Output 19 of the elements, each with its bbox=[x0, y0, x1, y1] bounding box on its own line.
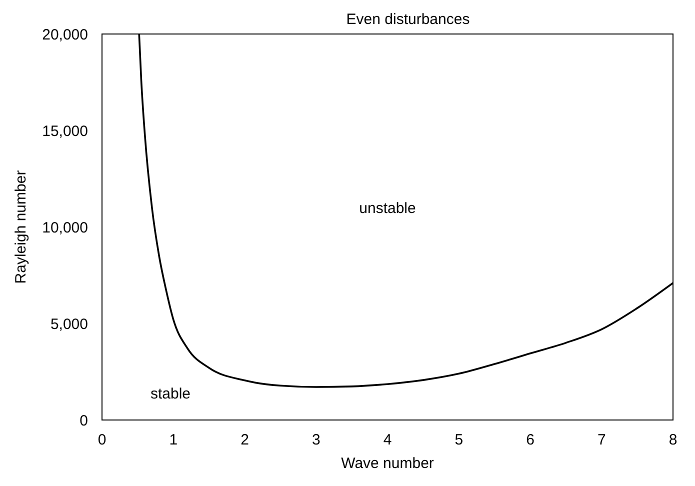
annotation: stable bbox=[150, 385, 191, 402]
x-tick-label: 6 bbox=[526, 432, 534, 449]
x-tick-label: 4 bbox=[383, 432, 392, 449]
y-tick-label: 20,000 bbox=[42, 26, 88, 44]
y-tick-label: 10,000 bbox=[42, 219, 88, 236]
x-tick-label: 1 bbox=[169, 432, 178, 449]
chart-title: Even disturbances bbox=[346, 11, 470, 28]
y-axis-title: Rayleigh number bbox=[12, 170, 30, 284]
x-tick-label: 5 bbox=[454, 432, 464, 449]
y-tick-label: 5,000 bbox=[50, 316, 88, 333]
x-axis-title: Wave number bbox=[341, 455, 434, 472]
y-tick-label: 15,000 bbox=[42, 122, 88, 140]
x-tick-label: 3 bbox=[312, 432, 320, 449]
y-tick-label: 0 bbox=[80, 412, 88, 430]
x-tick-label: 2 bbox=[240, 432, 249, 449]
x-tick-label: 7 bbox=[597, 432, 606, 449]
x-tick-label: 0 bbox=[98, 432, 106, 449]
annotation: unstable bbox=[359, 200, 416, 218]
x-tick-label: 8 bbox=[668, 432, 678, 449]
